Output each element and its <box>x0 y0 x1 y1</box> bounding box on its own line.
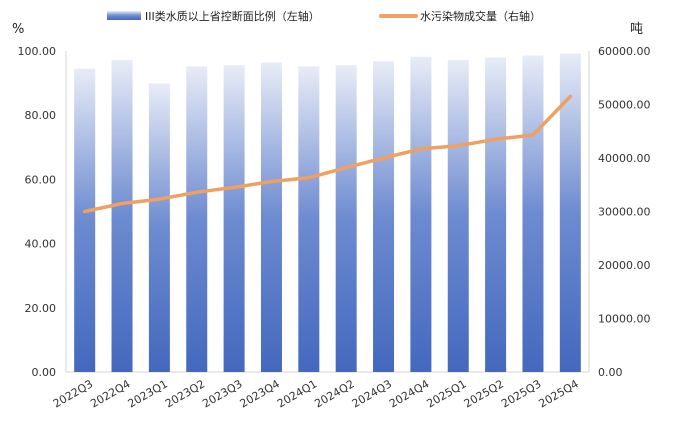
y-left-unit: % <box>12 22 24 37</box>
y-left-tick-label: 100.00 <box>18 45 57 58</box>
x-tick-label: 2022Q3 <box>51 377 95 410</box>
y-right-tick-label: 20000.00 <box>598 259 651 272</box>
bar <box>485 57 507 373</box>
y-right-tick-label: 30000.00 <box>598 206 651 219</box>
bar <box>260 62 282 372</box>
legend-swatch-bar <box>107 11 141 20</box>
y-left-tick-label: 80.00 <box>25 109 57 122</box>
x-tick-label: 2025Q3 <box>499 377 543 410</box>
y-right-tick-label: 10000.00 <box>598 313 651 326</box>
bar <box>111 59 133 372</box>
x-tick-label: 2025Q4 <box>537 377 581 410</box>
x-tick-label: 2024Q3 <box>350 377 394 410</box>
y-right-unit: 吨 <box>630 22 643 37</box>
x-tick-label: 2025Q2 <box>462 377 506 410</box>
x-tick-label: 2022Q4 <box>88 377 132 410</box>
y-left-tick-label: 60.00 <box>25 173 57 186</box>
bar <box>223 65 245 373</box>
bar <box>74 68 96 372</box>
legend-label-bar: III类水质以上省控断面比例（左轴） <box>145 9 320 23</box>
x-tick-label: 2025Q1 <box>424 377 468 410</box>
legend: III类水质以上省控断面比例（左轴） 水污染物成交量（右轴） <box>107 9 541 23</box>
y-left-tick-label: 0.00 <box>32 366 57 379</box>
y-right-tick-label: 50000.00 <box>598 99 651 112</box>
x-tick-label: 2023Q1 <box>126 377 170 410</box>
x-tick-label: 2024Q4 <box>387 377 431 410</box>
bar <box>522 55 544 373</box>
x-tick-label: 2024Q2 <box>312 377 356 410</box>
y-right-tick-label: 40000.00 <box>598 152 651 165</box>
x-tick-label: 2023Q3 <box>200 377 244 410</box>
bar <box>410 56 432 372</box>
bar <box>447 59 469 372</box>
plot-area: 0.00 20.00 40.00 60.00 80.00 100.00 0.00 10000.… <box>18 45 651 410</box>
bar <box>335 65 357 373</box>
x-tick-label: 2023Q4 <box>238 377 282 410</box>
bar <box>298 66 320 373</box>
bar <box>148 83 170 373</box>
bar <box>559 53 581 373</box>
y-right-tick-label: 60000.00 <box>598 45 651 58</box>
bar <box>186 66 208 373</box>
bar <box>373 61 395 372</box>
x-tick-label: 2024Q1 <box>275 377 319 410</box>
legend-label-line: 水污染物成交量（右轴） <box>420 9 541 23</box>
y-right-tick-label: 0.00 <box>598 366 623 379</box>
series-line <box>82 94 573 214</box>
y-left-tick-label: 40.00 <box>25 238 57 251</box>
x-tick-label: 2023Q2 <box>163 377 207 410</box>
y-left-tick-label: 20.00 <box>25 302 57 315</box>
